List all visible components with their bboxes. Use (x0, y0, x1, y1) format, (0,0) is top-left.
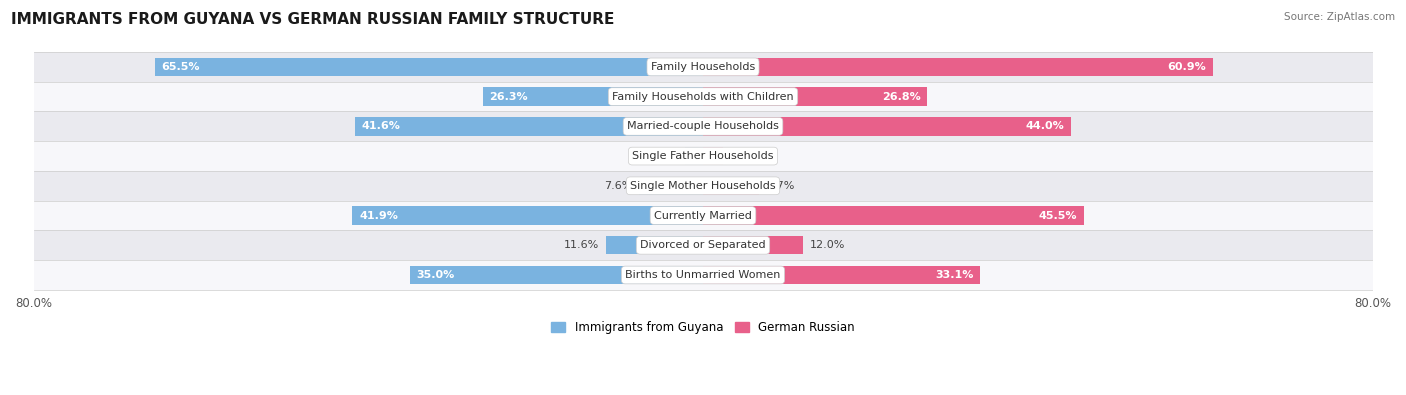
Text: 12.0%: 12.0% (810, 240, 845, 250)
Text: IMMIGRANTS FROM GUYANA VS GERMAN RUSSIAN FAMILY STRUCTURE: IMMIGRANTS FROM GUYANA VS GERMAN RUSSIAN… (11, 12, 614, 27)
Bar (34, 260, 1372, 290)
Text: 44.0%: 44.0% (1026, 121, 1064, 132)
Text: Births to Unmarried Women: Births to Unmarried Women (626, 270, 780, 280)
Bar (34, 171, 1372, 201)
Bar (482, 87, 703, 106)
Bar (703, 236, 803, 254)
Text: Single Father Households: Single Father Households (633, 151, 773, 161)
Bar (34, 141, 1372, 171)
Text: 26.8%: 26.8% (882, 92, 921, 102)
Text: Family Households: Family Households (651, 62, 755, 72)
Text: 35.0%: 35.0% (416, 270, 456, 280)
Bar (411, 266, 703, 284)
Text: 2.1%: 2.1% (651, 151, 679, 161)
Bar (686, 147, 703, 165)
Bar (703, 266, 980, 284)
Text: 2.4%: 2.4% (730, 151, 758, 161)
Text: 7.6%: 7.6% (605, 181, 633, 191)
Bar (354, 117, 703, 135)
Legend: Immigrants from Guyana, German Russian: Immigrants from Guyana, German Russian (546, 316, 860, 339)
Bar (34, 230, 1372, 260)
Text: 45.5%: 45.5% (1039, 211, 1077, 220)
Text: Source: ZipAtlas.com: Source: ZipAtlas.com (1284, 12, 1395, 22)
Bar (34, 201, 1372, 230)
Bar (34, 52, 1372, 82)
Bar (34, 111, 1372, 141)
Text: 11.6%: 11.6% (564, 240, 599, 250)
Text: Single Mother Households: Single Mother Households (630, 181, 776, 191)
Bar (353, 206, 703, 225)
Bar (640, 177, 703, 195)
Text: 60.9%: 60.9% (1167, 62, 1206, 72)
Text: Currently Married: Currently Married (654, 211, 752, 220)
Bar (703, 58, 1212, 76)
Text: Married-couple Households: Married-couple Households (627, 121, 779, 132)
Bar (606, 236, 703, 254)
Text: Family Households with Children: Family Households with Children (612, 92, 794, 102)
Text: 65.5%: 65.5% (162, 62, 200, 72)
Bar (34, 82, 1372, 111)
Text: 41.6%: 41.6% (361, 121, 401, 132)
Bar (703, 177, 759, 195)
Text: 41.9%: 41.9% (359, 211, 398, 220)
Bar (703, 117, 1071, 135)
Bar (155, 58, 703, 76)
Bar (703, 87, 928, 106)
Text: Divorced or Separated: Divorced or Separated (640, 240, 766, 250)
Text: 6.7%: 6.7% (766, 181, 794, 191)
Bar (703, 147, 723, 165)
Text: 33.1%: 33.1% (935, 270, 973, 280)
Bar (703, 206, 1084, 225)
Text: 26.3%: 26.3% (489, 92, 529, 102)
